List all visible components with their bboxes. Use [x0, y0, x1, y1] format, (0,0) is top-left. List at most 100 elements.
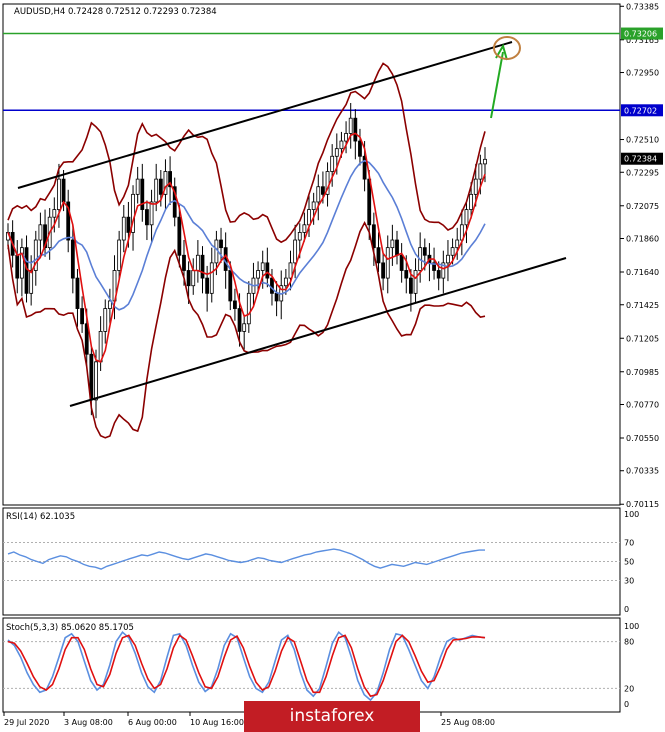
candle-body [381, 262, 386, 279]
candle-body [80, 308, 84, 325]
y-tick-label: 0.71205 [626, 334, 659, 343]
candle-body [371, 224, 376, 249]
candle-body [395, 239, 399, 256]
candle-body [191, 270, 196, 287]
candle-body [135, 178, 140, 195]
candle-body [302, 224, 307, 233]
candle-body [177, 216, 182, 256]
candle-body [334, 148, 339, 157]
candle-body [436, 270, 441, 279]
candle-body [200, 254, 205, 279]
moving-average-fast [7, 132, 486, 363]
y-tick-label: 0.71425 [626, 301, 659, 310]
candle-body [274, 292, 279, 302]
stoch-tick-label: 80 [624, 638, 634, 647]
candle-body [413, 270, 418, 294]
y-tick-label: 0.70335 [626, 467, 659, 476]
candle-body [288, 262, 293, 279]
x-tick-label: 6 Aug 00:00 [128, 718, 177, 727]
candle-body [464, 209, 469, 226]
stoch-label: Stoch(5,3,3) 85.0620 85.1705 [6, 623, 134, 633]
candle-body [70, 239, 75, 279]
y-tick-label: 0.71860 [626, 235, 659, 244]
candle-body [353, 117, 358, 142]
candle-body [233, 300, 237, 309]
stoch-tick-label: 100 [624, 622, 639, 631]
x-tick-label: 25 Aug 08:00 [441, 718, 495, 727]
y-tick-label: 0.73385 [626, 2, 659, 11]
target-circle [493, 36, 521, 60]
candle-body [358, 140, 362, 157]
candle-body [404, 270, 409, 279]
candle-body [469, 193, 474, 210]
current-price-tag [621, 152, 663, 165]
candle-body [154, 178, 159, 203]
candle-body [219, 239, 223, 249]
candle-body [321, 186, 325, 195]
candle-body [149, 201, 154, 226]
candle-body [330, 155, 335, 172]
channel-upper-trendline [17, 41, 513, 189]
level-price-label: 0.72702 [624, 106, 657, 115]
candle-body [168, 171, 172, 188]
candle-body [84, 323, 89, 355]
target-arrow-head [495, 43, 508, 61]
bollinger-lower-band [7, 221, 486, 439]
candle-body [344, 133, 348, 142]
rsi-tick-label: 50 [624, 558, 634, 567]
candle-body [38, 224, 43, 241]
rsi-label: RSI(14) 62.1035 [6, 512, 75, 522]
rsi-tick-label: 100 [624, 510, 639, 519]
candle-body [348, 117, 353, 134]
x-tick-label: 29 Jul 2020 [4, 718, 49, 727]
y-tick-label: 0.72075 [626, 202, 659, 211]
candle-body [209, 262, 214, 294]
y-tick-label: 0.70770 [626, 400, 659, 409]
y-tick-label: 0.71640 [626, 268, 659, 277]
level-price-tag [621, 104, 663, 117]
moving-average-slow [7, 159, 486, 311]
candle-body [307, 209, 311, 226]
candle-body [242, 323, 247, 332]
stoch-signal-line [7, 634, 486, 698]
channel-lower-trendline [69, 257, 567, 407]
y-tick-label: 0.73165 [626, 36, 659, 45]
candle-body [52, 209, 57, 218]
candle-body [422, 247, 427, 256]
candle-body [339, 140, 344, 150]
candle-body [140, 178, 145, 210]
candle-body [94, 361, 98, 401]
instaforex-watermark: instaforex [244, 701, 420, 732]
main-panel-frame [2, 3, 621, 506]
y-tick-label: 0.72295 [626, 168, 659, 177]
candle-body [57, 178, 61, 210]
candle-body [441, 262, 446, 279]
candle-body [33, 239, 38, 271]
candle-body [103, 308, 108, 332]
candle-body [61, 178, 66, 203]
candle-body [478, 163, 483, 180]
candle-body [186, 270, 191, 287]
candle-body [450, 247, 455, 256]
rsi-tick-label: 0 [624, 605, 629, 614]
candle-body [283, 277, 288, 287]
stoch-tick-label: 0 [624, 700, 629, 709]
candle-body [390, 239, 395, 249]
candle-body [163, 171, 168, 195]
candle-body [409, 277, 413, 294]
chart-title: AUDUSD,H4 0.72428 0.72512 0.72293 0.7238… [14, 7, 217, 17]
candle-body [446, 254, 450, 264]
candle-body [145, 209, 149, 226]
bollinger-upper-band [7, 62, 486, 244]
stoch-tick-label: 20 [624, 684, 634, 693]
candle-body [158, 178, 163, 195]
candle-body [29, 270, 34, 294]
candle-body [362, 155, 367, 180]
candle-body [297, 232, 302, 241]
candle-body [246, 292, 251, 325]
x-tick-label: 10 Aug 16:00 [190, 718, 244, 727]
candle-body [399, 254, 404, 271]
y-tick-label: 0.70985 [626, 368, 659, 377]
candle-body [293, 239, 298, 264]
